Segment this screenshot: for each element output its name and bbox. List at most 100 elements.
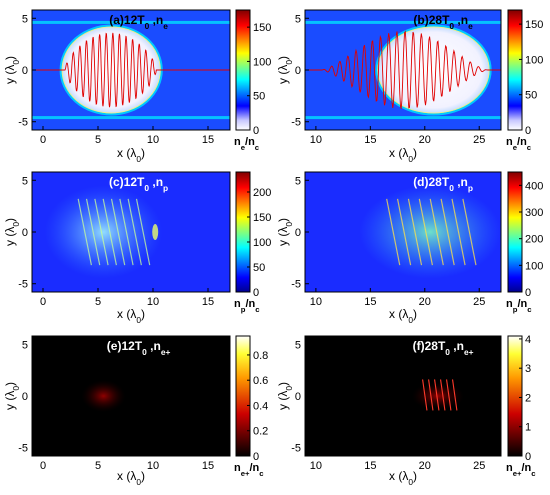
- x-tick-label: 25: [473, 134, 485, 146]
- y-axis-label: y (λ0): [3, 56, 21, 84]
- panel-b: 10 15 20 25 -5 0 5 x (λ0) y (λ0) (b)28T0 ,ne 0 50 10…: [276, 9, 543, 164]
- proton-filament: [440, 198, 455, 266]
- heatmap-c: [32, 172, 230, 292]
- colorbar-tick-label: 150: [525, 19, 543, 31]
- panel-label: (a)12T0 ,ne: [109, 13, 168, 31]
- positron-filament: [422, 379, 428, 411]
- x-tick-label: 10: [310, 296, 322, 308]
- colorbar-gradient: [507, 335, 523, 457]
- heatmap-e: [32, 336, 230, 456]
- x-tick-label: 5: [95, 460, 101, 472]
- y-tick-label: 5: [22, 339, 28, 351]
- heatmap-d: [305, 172, 501, 292]
- x-tick-label: 10: [147, 460, 159, 472]
- colorbar-tick-label: 2: [525, 392, 531, 404]
- y-tick-label: -5: [18, 117, 28, 129]
- positron-filament: [446, 379, 452, 411]
- proton-filament: [77, 198, 92, 266]
- colorbar-tick-label: 150: [253, 22, 271, 34]
- panel-label: (b)28T0 ,ne: [413, 13, 473, 31]
- plasma-boundary: [305, 20, 501, 24]
- y-axis-label: y (λ0): [3, 382, 21, 410]
- proton-filament: [451, 198, 466, 266]
- heatmap-a: [32, 10, 230, 130]
- colorbar-tick-label: 0.4: [253, 400, 268, 412]
- colorbar-c: 0 50 100 150 200 np/nc: [234, 171, 271, 314]
- colorbar-gradient: [235, 171, 251, 293]
- proton-filament: [407, 198, 423, 266]
- x-axis-label: x (λ0): [117, 146, 145, 164]
- y-tick-label: -5: [18, 443, 28, 455]
- colorbar-b: 0 50 100 150 ne/nc: [506, 9, 543, 152]
- colorbar-tick-label: 0.8: [253, 350, 268, 362]
- colorbar-tick-label: 0: [525, 287, 531, 299]
- colorbar-tick-label: 0.6: [253, 375, 268, 387]
- heatmap-b: [305, 10, 501, 130]
- colorbar-tick-label: 100: [253, 237, 271, 249]
- positron-filament: [440, 379, 446, 411]
- plasma-boundary: [305, 116, 501, 120]
- y-tick-label: 5: [295, 339, 301, 351]
- colorbar-tick-label: 50: [253, 91, 265, 103]
- proton-filament: [102, 198, 117, 266]
- laser-field-line: [32, 32, 230, 108]
- x-tick-label: 5: [95, 296, 101, 308]
- panel-a: 0 5 10 15 -5 0 5 x (λ0) y (λ0) (a)12T0 ,ne 0 50 100 1…: [3, 9, 271, 164]
- x-tick-label: 10: [310, 460, 322, 472]
- y-tick-label: 0: [22, 391, 28, 403]
- heatmap-f: [305, 336, 501, 456]
- proton-filament: [119, 198, 134, 266]
- x-tick-label: 15: [364, 296, 376, 308]
- colorbar-tick-label: 4: [525, 334, 531, 346]
- colorbar-tick-label: 3: [525, 363, 531, 375]
- y-tick-label: 0: [295, 391, 301, 403]
- y-tick-label: 5: [22, 175, 28, 187]
- colorbar-gradient: [507, 9, 523, 131]
- proton-cloud: [44, 185, 163, 279]
- positron-filament: [428, 379, 434, 411]
- y-tick-label: 0: [22, 227, 28, 239]
- colorbar-label: ne/nc: [234, 136, 260, 152]
- positron-cloud: [81, 380, 126, 412]
- x-tick-label: 10: [147, 134, 159, 146]
- x-tick-label: 10: [147, 296, 159, 308]
- proton-filament: [462, 198, 477, 266]
- panel-d: 10 15 20 25 -5 0 5 x (λ0) y (λ0) (d)28T0 ,np 0 100 2…: [276, 171, 543, 325]
- y-tick-label: -5: [291, 279, 301, 291]
- y-tick-label: -5: [291, 443, 301, 455]
- colorbar-tick-label: 100: [525, 260, 543, 272]
- x-tick-label: 15: [364, 134, 376, 146]
- colorbar-tick-label: 100: [253, 56, 271, 68]
- x-tick-label: 0: [40, 296, 46, 308]
- positron-cloud: [411, 382, 464, 410]
- laser-field-line: [305, 30, 501, 109]
- x-tick-label: 15: [364, 460, 376, 472]
- x-tick-label: 20: [419, 296, 431, 308]
- proton-filament: [429, 198, 444, 266]
- colorbar-tick-label: 0: [253, 287, 259, 299]
- x-tick-label: 25: [473, 296, 485, 308]
- proton-filament: [418, 198, 433, 266]
- plasma-boundary: [32, 116, 230, 120]
- panel-c: 0 5 10 15 -5 0 5 x (λ0) y (λ0) (c)12T0 ,np 0 50 100 1…: [3, 171, 271, 325]
- colorbar-tick-label: 200: [525, 234, 543, 246]
- panel-f: 10 15 20 25 -5 0 5 x (λ0) y (λ0) (f)28T0 ,ne+ 0 1 2 3…: [276, 334, 536, 487]
- y-axis-label: y (λ0): [3, 218, 21, 246]
- x-tick-label: 0: [40, 134, 46, 146]
- x-tick-label: 25: [473, 460, 485, 472]
- colorbar-a: 0 50 100 150 ne/nc: [234, 9, 271, 152]
- x-axis-label: x (λ0): [117, 469, 145, 487]
- x-tick-label: 10: [310, 134, 322, 146]
- proton-filament: [110, 198, 126, 266]
- x-tick-label: 20: [419, 460, 431, 472]
- colorbar-f: 0 1 2 3 4 ne+/nc: [506, 334, 536, 478]
- x-tick-label: 0: [40, 460, 46, 472]
- x-tick-label: 5: [95, 134, 101, 146]
- colorbar-label: np/nc: [234, 298, 260, 314]
- y-tick-label: 5: [22, 13, 28, 25]
- y-tick-label: -5: [18, 279, 28, 291]
- proton-filament: [135, 198, 151, 266]
- proton-filament: [85, 198, 101, 266]
- positron-filament: [451, 379, 458, 411]
